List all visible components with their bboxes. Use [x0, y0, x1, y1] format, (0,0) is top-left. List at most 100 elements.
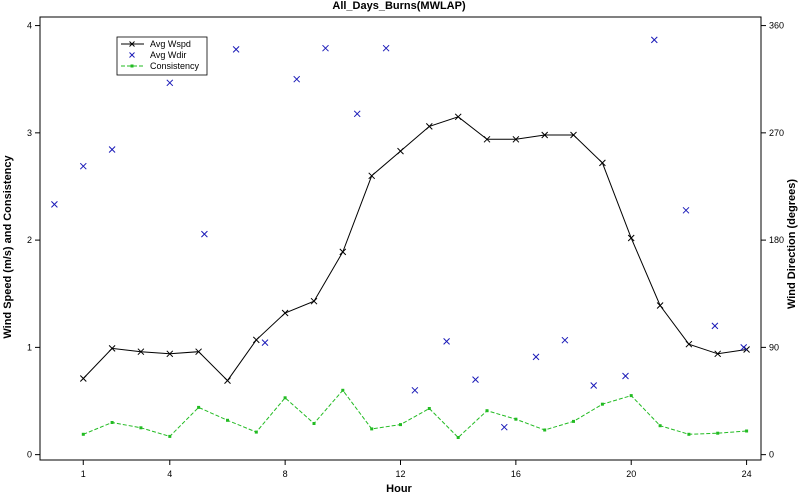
y-tick-label: 1 — [27, 342, 32, 352]
wspd-point — [599, 159, 606, 167]
consistency-point — [341, 388, 345, 392]
y-tick-label: 2 — [27, 235, 32, 245]
wspd-point — [79, 375, 87, 382]
y2-tick-label: 180 — [769, 235, 784, 245]
y-axis-left: 0 1 2 3 4 — [27, 21, 40, 460]
x-tick-label: 24 — [742, 469, 752, 479]
consistency-point — [312, 422, 316, 425]
wspd-point — [541, 131, 549, 139]
wspd-point — [281, 309, 289, 317]
wspd-point — [512, 135, 520, 143]
legend-wdir-marker — [129, 52, 135, 58]
wdir-point — [79, 162, 87, 170]
wdir-point — [411, 386, 419, 394]
y2-tick-label: 360 — [769, 21, 784, 31]
wdir-point — [232, 46, 240, 53]
wspd-point — [685, 340, 693, 348]
x-tick-label: 1 — [81, 469, 86, 479]
wdir-point — [166, 79, 174, 87]
y-axis-right: 0 90 180 270 360 — [761, 21, 784, 460]
wdir-point — [500, 423, 508, 431]
y2-tick-label: 270 — [769, 128, 784, 138]
y-tick-label: 0 — [27, 450, 32, 460]
wdir-point — [590, 382, 598, 389]
chart-title: All_Days_Burns(MWLAP) — [332, 0, 466, 12]
wdir-point — [201, 230, 208, 238]
y-axis-title: Wind Speed (m/s) and Consistency — [2, 154, 14, 338]
consistency-point — [283, 396, 287, 400]
consistency-point — [370, 427, 374, 431]
consistency-point — [81, 432, 85, 436]
wspd-point — [397, 147, 404, 155]
wdir-point — [108, 146, 116, 153]
y2-axis-title: Wind Direction (degrees) — [786, 179, 798, 309]
consistency-point — [658, 424, 662, 428]
y2-tick-label: 90 — [769, 342, 779, 352]
consistency-point — [197, 405, 201, 409]
consistency-point — [226, 418, 229, 422]
legend-wspd-marker — [129, 41, 135, 47]
wspd-point — [166, 350, 174, 358]
y2-tick-label: 0 — [769, 450, 774, 460]
wspd-point — [627, 234, 635, 242]
legend-consistency-marker — [130, 64, 134, 68]
wspd-point — [454, 113, 462, 121]
consistency-point — [427, 407, 431, 410]
wspd-point — [224, 377, 231, 384]
consistency-point — [514, 417, 518, 421]
wspd-point — [368, 172, 376, 180]
consistency-point — [687, 432, 691, 436]
wdir-point — [622, 372, 629, 380]
wdir-point — [353, 110, 361, 118]
wspd-point — [483, 135, 491, 143]
wdir-point — [261, 339, 269, 346]
legend-consistency-label: Consistency — [150, 61, 200, 71]
wspd-line — [82, 116, 747, 382]
consistency-point — [629, 394, 633, 398]
x-tick-label: 4 — [167, 469, 172, 479]
wspd-point — [310, 297, 318, 305]
x-tick-label: 12 — [395, 469, 405, 479]
consistency-point — [456, 436, 460, 439]
consistency-point — [110, 421, 114, 424]
x-axis-title: Hour — [386, 483, 412, 495]
legend-wspd-label: Avg Wspd — [150, 39, 191, 49]
wdir-point — [322, 44, 329, 52]
wdir-point — [532, 353, 540, 361]
wspd-point — [195, 348, 202, 356]
wspd-point — [570, 131, 577, 139]
plot-frame — [39, 16, 762, 461]
x-axis: 1 4 8 12 16 20 24 — [81, 460, 752, 479]
wspd-point — [743, 346, 750, 353]
x-tick-label: 16 — [511, 469, 521, 479]
wdir-point — [711, 322, 719, 330]
wdir-point — [561, 336, 569, 344]
wdir-point — [51, 201, 58, 208]
wspd-point — [714, 350, 722, 358]
series-layer — [51, 36, 750, 439]
wspd-point — [425, 123, 433, 130]
legend-wdir-label: Avg Wdir — [150, 50, 186, 60]
consistency-point — [139, 426, 143, 430]
y-tick-label: 3 — [27, 128, 32, 138]
consistency-point — [543, 428, 547, 432]
consistency-point — [716, 431, 720, 435]
wdir-point — [740, 344, 748, 351]
wspd-point — [656, 302, 664, 309]
wspd-point — [137, 348, 145, 356]
wdir-point — [472, 376, 479, 383]
x-tick-label: 20 — [626, 469, 636, 479]
consistency-point — [399, 423, 402, 427]
consistency-point — [600, 402, 604, 406]
consistency-point — [168, 434, 172, 438]
wspd-point — [108, 345, 116, 352]
wdir-point — [443, 338, 450, 345]
consistency-point — [745, 429, 749, 433]
wdir-point — [682, 206, 690, 214]
wspd-point — [252, 336, 260, 344]
y-tick-label: 4 — [27, 21, 32, 31]
consistency-line — [83, 389, 747, 439]
consistency-point — [485, 409, 489, 413]
consistency-point — [572, 419, 575, 423]
